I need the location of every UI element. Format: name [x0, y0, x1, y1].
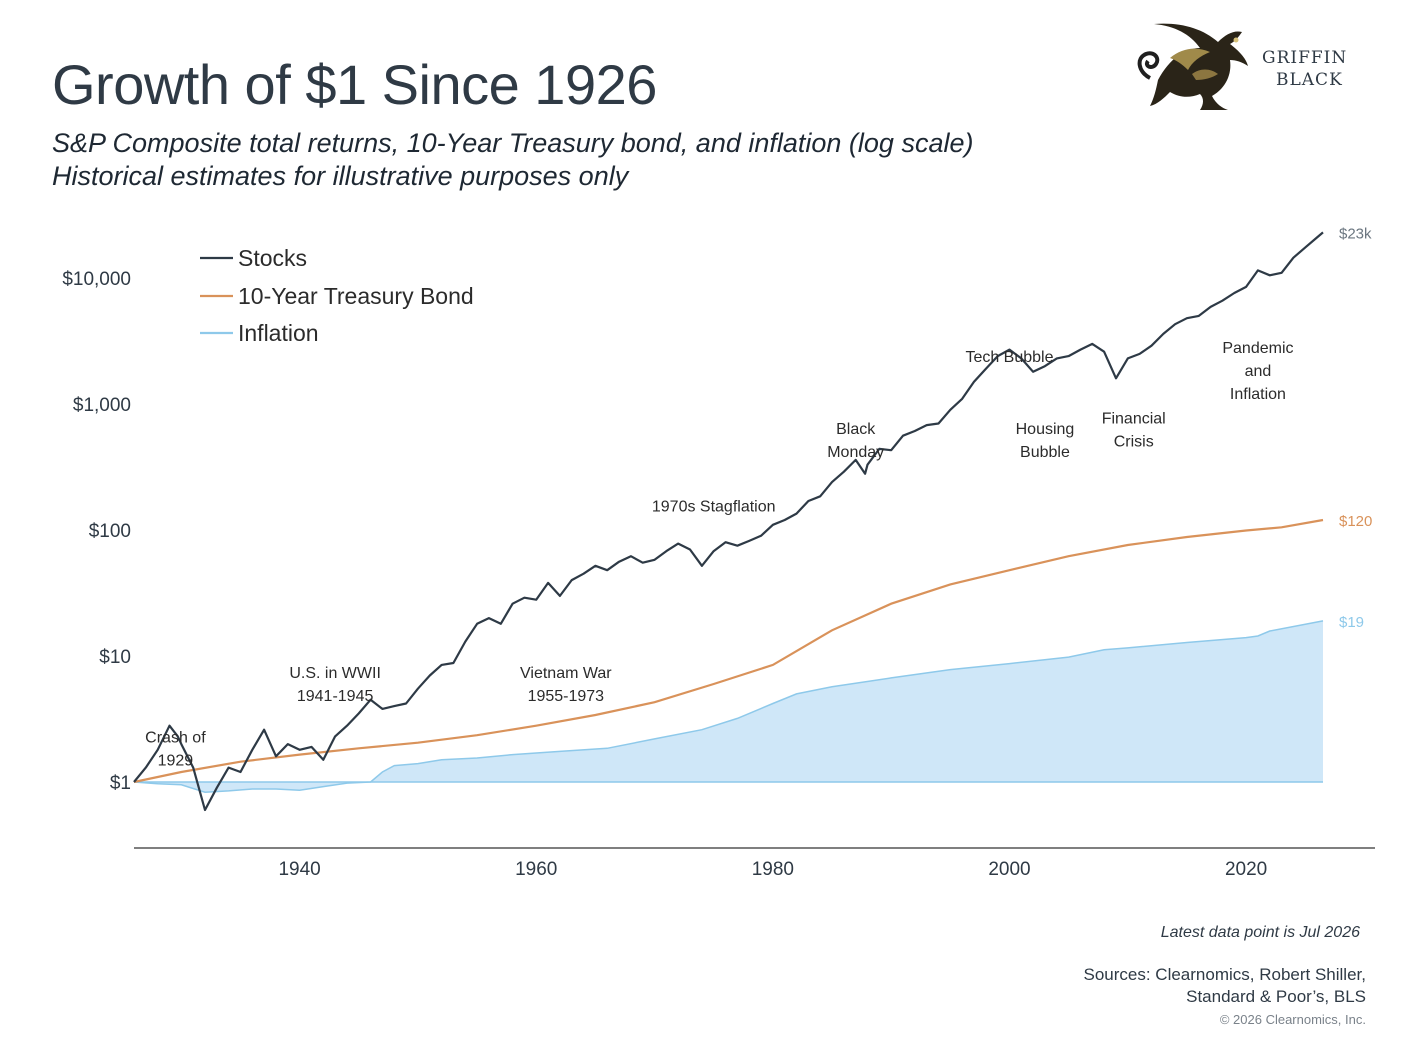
y-tick-label: $1,000 [73, 395, 131, 416]
event-annotation: 1955-1973 [528, 688, 605, 705]
y-tick-label: $10 [99, 647, 131, 668]
x-tick-label: 1940 [278, 859, 320, 880]
event-annotation: Vietnam War [520, 665, 612, 682]
event-annotation: Monday [827, 444, 884, 461]
chart-disclaimer: Historical estimates for illustrative pu… [52, 161, 629, 191]
legend-label-bond: 10-Year Treasury Bond [238, 283, 474, 309]
y-tick-label: $100 [89, 521, 131, 542]
event-annotation: Inflation [1230, 386, 1286, 403]
series-line-bond [133, 518, 1324, 784]
event-annotation: Financial [1102, 411, 1166, 428]
griffin-emblem-graphic [1137, 23, 1248, 110]
x-tick-label: 2000 [988, 859, 1030, 880]
event-annotation: Pandemic [1222, 340, 1293, 357]
event-annotation: Housing [1016, 421, 1075, 438]
chart-subtitle: S&P Composite total returns, 10-Year Tre… [52, 128, 974, 158]
x-tick-label: 2020 [1225, 859, 1267, 880]
event-annotation: U.S. in WWII [289, 665, 381, 682]
event-annotation: Tech Bubble [965, 349, 1053, 366]
end-label-bond: $120 [1339, 513, 1372, 530]
x-tick-label: 1960 [515, 859, 557, 880]
legend-label-inflation: Inflation [238, 320, 319, 346]
series-line-stocks [133, 231, 1324, 812]
end-label-stocks: $23k [1339, 225, 1372, 242]
latest-data-note: Latest data point is Jul 2026 [1160, 924, 1360, 941]
event-annotation: 1929 [158, 753, 194, 770]
series-line-inflation [133, 620, 1324, 793]
legend-label-stocks: Stocks [238, 245, 307, 271]
y-tick-label: $10,000 [62, 269, 131, 290]
event-annotation: Crisis [1114, 434, 1154, 451]
page-title: Growth of $1 Since 1926 [52, 53, 657, 116]
y-tick-label: $1 [110, 773, 131, 794]
event-annotation: Crash of [145, 730, 206, 747]
copyright-note: © 2026 Clearnomics, Inc. [1219, 1012, 1366, 1027]
event-annotation: Bubble [1020, 444, 1070, 461]
event-annotation: and [1245, 363, 1272, 380]
sources-line-2: Standard & Poor’s, BLS [1186, 987, 1366, 1006]
x-tick-label: 1980 [752, 859, 794, 880]
sources-note: Sources: Clearnomics, Robert Shiller, St… [1083, 964, 1366, 1008]
logo-text-black: BLACK [1276, 70, 1343, 90]
logo-text-griffin: GRIFFIN [1262, 48, 1348, 68]
griffin-emblem-icon [1130, 18, 1380, 114]
event-annotation: 1941-1945 [297, 688, 374, 705]
end-label-inflation: $19 [1339, 614, 1364, 631]
inflation-area [134, 620, 1323, 793]
event-annotation: Black [836, 421, 876, 438]
event-annotation: 1970s Stagflation [652, 499, 776, 516]
sources-line-1: Sources: Clearnomics, Robert Shiller, [1083, 965, 1366, 984]
